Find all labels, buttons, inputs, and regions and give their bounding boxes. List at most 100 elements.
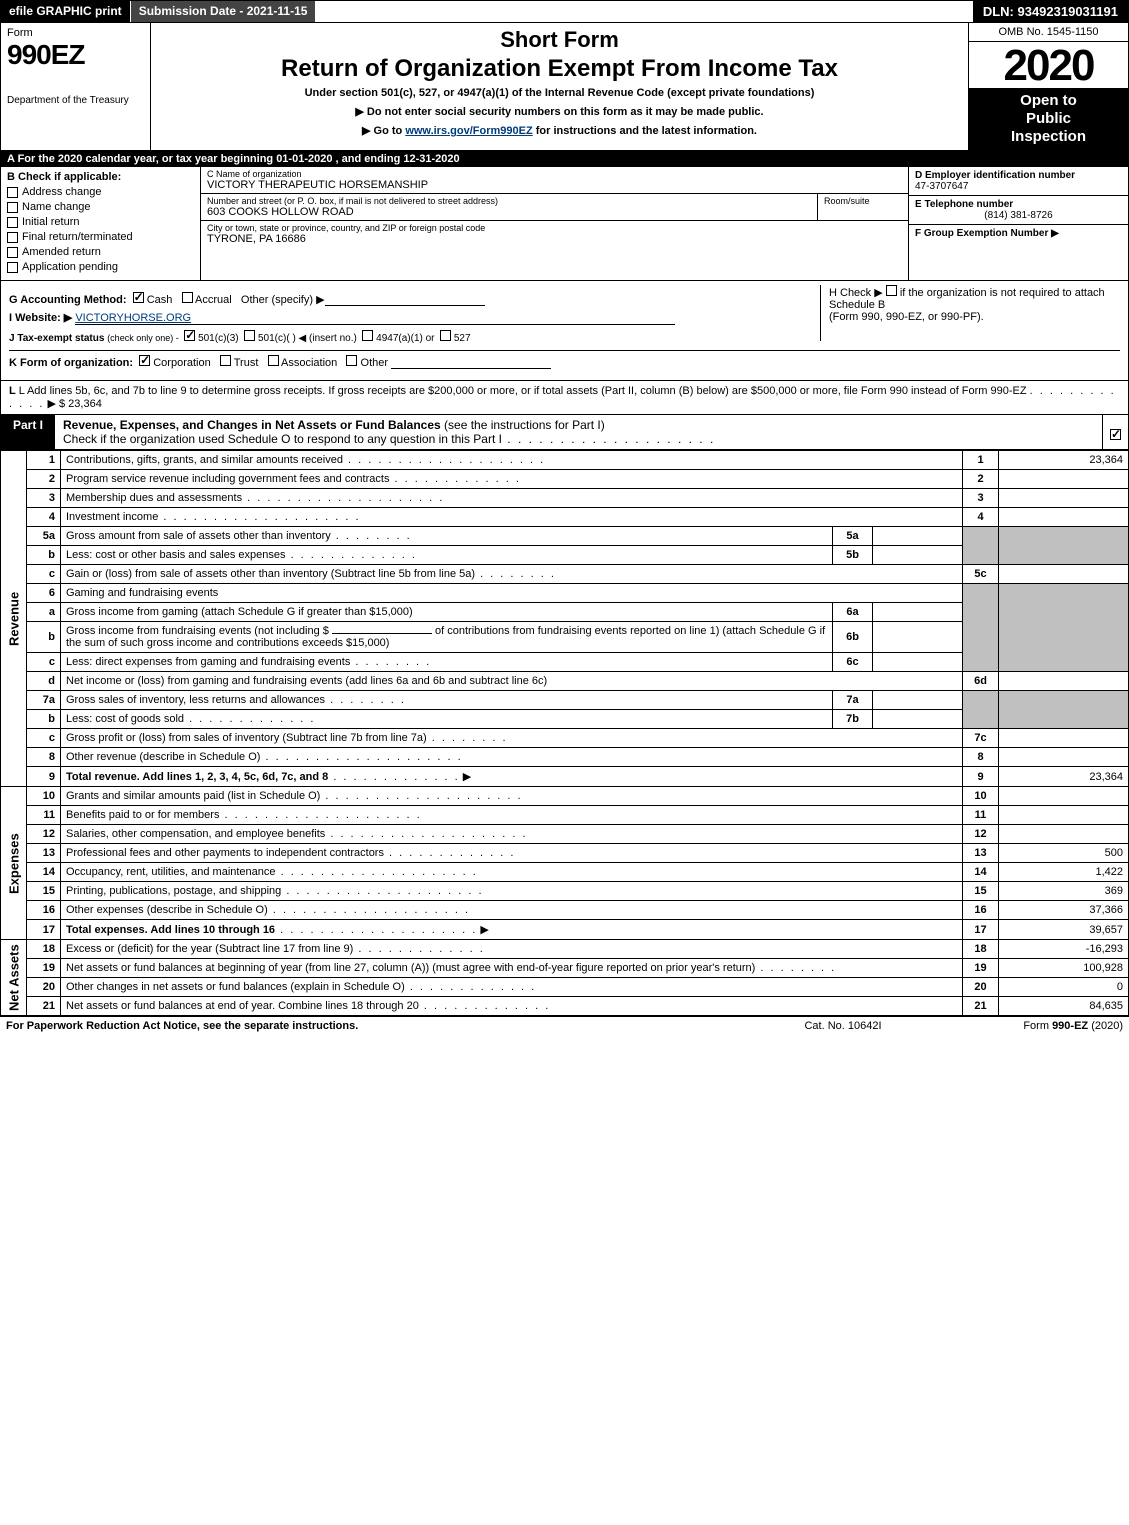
line-12: 12 Salaries, other compensation, and emp… — [1, 825, 1129, 844]
l5a-text: Gross amount from sale of assets other t… — [66, 530, 331, 542]
l5b-ival[interactable] — [873, 546, 963, 565]
l18-dots — [353, 943, 484, 955]
chk-527[interactable] — [440, 330, 451, 341]
l3-box: 3 — [963, 489, 999, 508]
l6c-ival[interactable] — [873, 653, 963, 672]
l7b-ival[interactable] — [873, 710, 963, 729]
l2-num: 2 — [27, 470, 61, 489]
line-5b: b Less: cost or other basis and sales ex… — [1, 546, 1129, 565]
l2-amt — [999, 470, 1129, 489]
chk-cash[interactable] — [133, 292, 144, 303]
chk-accrual[interactable] — [182, 292, 193, 303]
l11-amt — [999, 806, 1129, 825]
l21-text: Net assets or fund balances at end of ye… — [66, 1000, 419, 1012]
l19-box: 19 — [963, 959, 999, 978]
l2-box: 2 — [963, 470, 999, 489]
chk-h[interactable] — [886, 285, 897, 296]
efile-print-button[interactable]: efile GRAPHIC print — [1, 1, 131, 22]
line-10: Expenses 10 Grants and similar amounts p… — [1, 787, 1129, 806]
l7a-num: 7a — [27, 691, 61, 710]
chk-trust[interactable] — [220, 355, 231, 366]
lbl-initial-return: Initial return — [22, 216, 79, 228]
chk-501c3[interactable] — [184, 330, 195, 341]
group-exemption-cell: F Group Exemption Number ▶ — [909, 225, 1128, 242]
revenue-label: Revenue — [1, 451, 27, 787]
lbl-cash: Cash — [147, 294, 173, 306]
l6-shade-amt — [999, 584, 1129, 672]
chk-amended-return[interactable] — [7, 247, 18, 258]
part-i-header: Part I Revenue, Expenses, and Changes in… — [0, 415, 1129, 450]
chk-501c[interactable] — [244, 330, 255, 341]
chk-initial-return[interactable] — [7, 217, 18, 228]
other-org-line[interactable] — [391, 368, 551, 369]
l7a-ibox: 7a — [833, 691, 873, 710]
department-label: Department of the Treasury — [7, 95, 144, 106]
city-value: TYRONE, PA 16686 — [207, 233, 902, 245]
l5c-amt — [999, 565, 1129, 584]
short-form-title: Short Form — [159, 27, 960, 53]
l1-amt: 23,364 — [999, 451, 1129, 470]
l7c-box: 7c — [963, 729, 999, 748]
chk-address-change[interactable] — [7, 187, 18, 198]
lbl-association: Association — [281, 357, 337, 369]
l3-dots — [242, 492, 444, 504]
chk-application-pending[interactable] — [7, 262, 18, 273]
footer-left: For Paperwork Reduction Act Notice, see … — [6, 1020, 743, 1032]
lbl-4947: 4947(a)(1) or — [376, 333, 434, 344]
l5b-dots — [286, 549, 417, 561]
line-11: 11 Benefits paid to or for members 11 — [1, 806, 1129, 825]
room-label: Room/suite — [824, 196, 902, 206]
form-990ez-page: efile GRAPHIC print Submission Date - 20… — [0, 0, 1129, 1035]
ein-value: 47-3707647 — [915, 181, 1122, 192]
l1-num: 1 — [27, 451, 61, 470]
chk-final-return[interactable] — [7, 232, 18, 243]
l12-num: 12 — [27, 825, 61, 844]
chk-4947[interactable] — [362, 330, 373, 341]
l4-box: 4 — [963, 508, 999, 527]
l17-amt: 39,657 — [999, 920, 1129, 940]
l17-dots — [275, 924, 477, 936]
l8-num: 8 — [27, 748, 61, 767]
website-link[interactable]: VICTORYHORSE.ORG — [75, 312, 675, 325]
chk-name-change[interactable] — [7, 202, 18, 213]
page-footer: For Paperwork Reduction Act Notice, see … — [0, 1016, 1129, 1035]
l6c-dots — [350, 656, 431, 668]
l10-box: 10 — [963, 787, 999, 806]
irs-link[interactable]: www.irs.gov/Form990EZ — [405, 125, 532, 137]
l20-num: 20 — [27, 978, 61, 997]
l6a-num: a — [27, 603, 61, 622]
goto-line: ▶ Go to www.irs.gov/Form990EZ for instru… — [159, 124, 960, 137]
l6a-ival[interactable] — [873, 603, 963, 622]
l5a-ival[interactable] — [873, 527, 963, 546]
l15-num: 15 — [27, 882, 61, 901]
l6a-ibox: 6a — [833, 603, 873, 622]
l5ab-shade-box — [963, 527, 999, 565]
line-3: 3 Membership dues and assessments 3 — [1, 489, 1129, 508]
other-specify-line[interactable] — [325, 305, 485, 306]
lbl-accrual: Accrual — [195, 294, 232, 306]
l6-text: Gaming and fundraising events — [61, 584, 963, 603]
l8-dots — [260, 751, 462, 763]
l6b-ival[interactable] — [873, 622, 963, 653]
chk-association[interactable] — [268, 355, 279, 366]
l12-amt — [999, 825, 1129, 844]
l16-text: Other expenses (describe in Schedule O) — [66, 904, 268, 916]
lbl-527: 527 — [454, 333, 471, 344]
under-section-text: Under section 501(c), 527, or 4947(a)(1)… — [159, 87, 960, 99]
l2-dots — [389, 473, 520, 485]
chk-other-org[interactable] — [346, 355, 357, 366]
l13-box: 13 — [963, 844, 999, 863]
chk-corporation[interactable] — [139, 355, 150, 366]
form-number: 990EZ — [7, 39, 144, 71]
l7a-ival[interactable] — [873, 691, 963, 710]
lbl-trust: Trust — [234, 357, 259, 369]
room-cell: Room/suite — [818, 194, 908, 220]
l11-box: 11 — [963, 806, 999, 825]
l6b-blank[interactable] — [332, 633, 432, 634]
chk-part-i-schedule-o[interactable] — [1110, 429, 1121, 440]
ein-label: D Employer identification number — [915, 170, 1122, 181]
l1-text: Contributions, gifts, grants, and simila… — [66, 454, 343, 466]
lbl-name-change: Name change — [22, 201, 91, 213]
part-i-title-rest: (see the instructions for Part I) — [441, 418, 605, 432]
l18-num: 18 — [27, 940, 61, 959]
